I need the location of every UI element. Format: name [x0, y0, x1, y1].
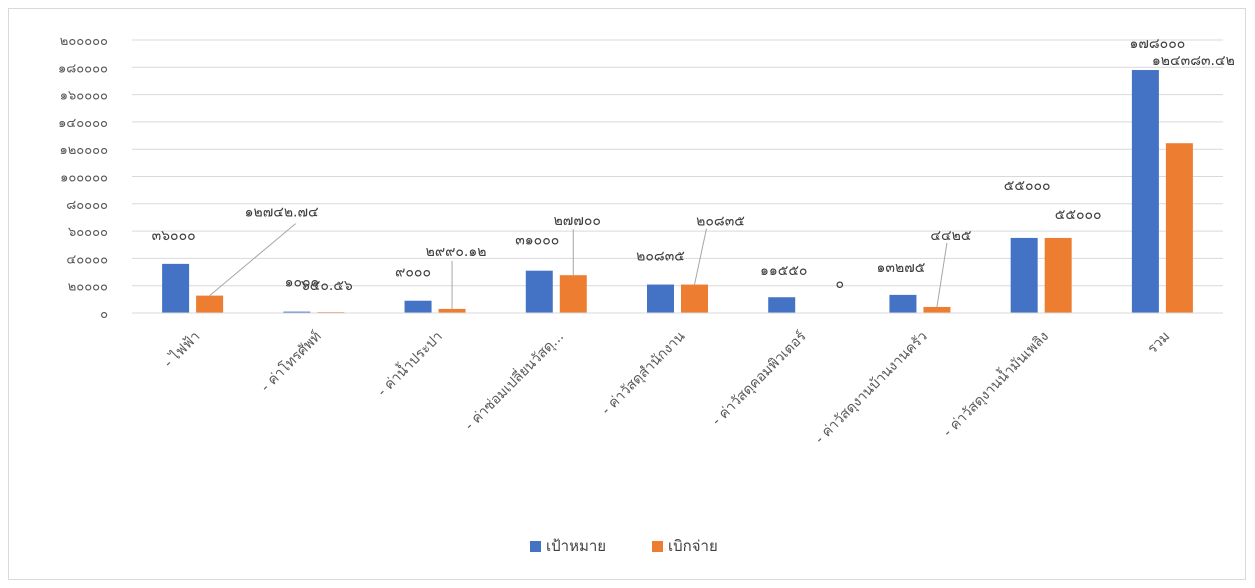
bar-disbursed: [681, 284, 708, 313]
bar-target: [283, 311, 311, 313]
bar-disbursed: [438, 308, 466, 313]
legend-swatch: [530, 541, 541, 552]
bar-target: [889, 294, 917, 313]
data-label-disbursed: ๒๗๗๐๐: [554, 213, 601, 229]
data-label-target: ๙๐๐๐: [395, 265, 431, 281]
bar-target: [404, 300, 432, 313]
data-label-target: ๕๕๐๐๐: [1004, 178, 1051, 194]
x-tick-label: - ไฟฟ้า: [160, 328, 203, 371]
data-label-disbursed: ๑๒๔๓๘๓.๔๒: [1152, 53, 1235, 69]
bar-disbursed: [559, 275, 587, 313]
y-tick-label: ๑๒๐๐๐๐: [59, 143, 108, 158]
leader-line: [936, 242, 948, 308]
x-tick-label: - ค่าซ่อมเปลี่ยนวัสดุ...: [461, 327, 568, 434]
leader-line: [694, 228, 707, 285]
y-tick-label: ๑๘๐๐๐๐: [58, 61, 108, 76]
y-tick-label: ๑๔๐๐๐๐: [58, 116, 108, 131]
y-tick-label: ๘๐๐๐๐: [66, 198, 108, 213]
x-tick-label: - ค่าวัสดุสำนักงาน: [599, 328, 689, 418]
data-label-target: ๓๑๐๐๐: [515, 233, 559, 249]
data-label-disbursed: ๖๕๐.๕๖: [301, 278, 353, 294]
bar-target: [162, 263, 190, 313]
bar-target: [1010, 237, 1038, 313]
x-tick-label: - ค่าวัสดุงานน้ำมันเพลิง: [938, 326, 1052, 440]
data-label-target: ๑๗๘๐๐๐: [1129, 36, 1185, 52]
data-label-disbursed: ๒๐๘๓๕: [696, 214, 745, 230]
x-tick-label: รวม: [1145, 329, 1174, 358]
data-label-target: ๑๑๕๕๐: [760, 263, 808, 279]
legend-swatch: [652, 541, 663, 552]
y-tick-label: ๖๐๐๐๐: [68, 225, 108, 240]
bar-target: [1131, 70, 1159, 313]
x-tick-label: - ค่าน้ำประปา: [372, 326, 445, 399]
data-label-disbursed: ๒๙๙๐.๑๒: [426, 244, 487, 260]
bar-disbursed: [1044, 237, 1072, 313]
data-label-target: ๒๐๘๓๕: [636, 249, 685, 265]
legend-label: เป้าหมาย: [546, 537, 606, 555]
leader-line: [209, 223, 296, 296]
data-label-target: ๑๐๐๐: [285, 275, 320, 291]
legend-label: เบิกจ่าย: [668, 537, 718, 555]
bar-disbursed: [923, 306, 951, 313]
y-tick-label: ๑๖๐๐๐๐: [60, 89, 108, 104]
y-tick-label: ๒๐๐๐๐: [68, 280, 108, 295]
y-tick-label: ๐: [100, 307, 108, 322]
bar-disbursed: [196, 295, 224, 313]
bar-target: [647, 284, 674, 313]
data-label-disbursed: ๑๒๗๔๒.๗๔: [245, 205, 319, 221]
data-label-disbursed: ๕๕๐๐๐: [1055, 207, 1102, 223]
data-label-target: ๑๓๒๗๕: [877, 260, 926, 276]
y-tick-label: ๔๐๐๐๐: [66, 252, 108, 267]
y-tick-label: ๑๐๐๐๐๐: [60, 171, 108, 186]
bar-target: [525, 270, 553, 313]
bar-target: [768, 297, 796, 313]
chart-area: [8, 8, 1246, 580]
y-tick-label: ๒๐๐๐๐๐: [60, 34, 108, 49]
x-tick-label: - ค่าโทรศัพท์: [257, 328, 324, 395]
x-tick-label: - ค่าวัสดุคอมพิวเตอร์: [708, 327, 810, 429]
data-label-target: ๓๖๐๐๐: [152, 228, 196, 244]
x-tick-label: - ค่าวัสดุงานบ้านงานครัว: [812, 329, 931, 448]
data-label-disbursed: ๔๔๒๕: [930, 228, 971, 244]
bar-disbursed: [1165, 143, 1193, 313]
data-label-disbursed: ๐: [835, 276, 844, 292]
